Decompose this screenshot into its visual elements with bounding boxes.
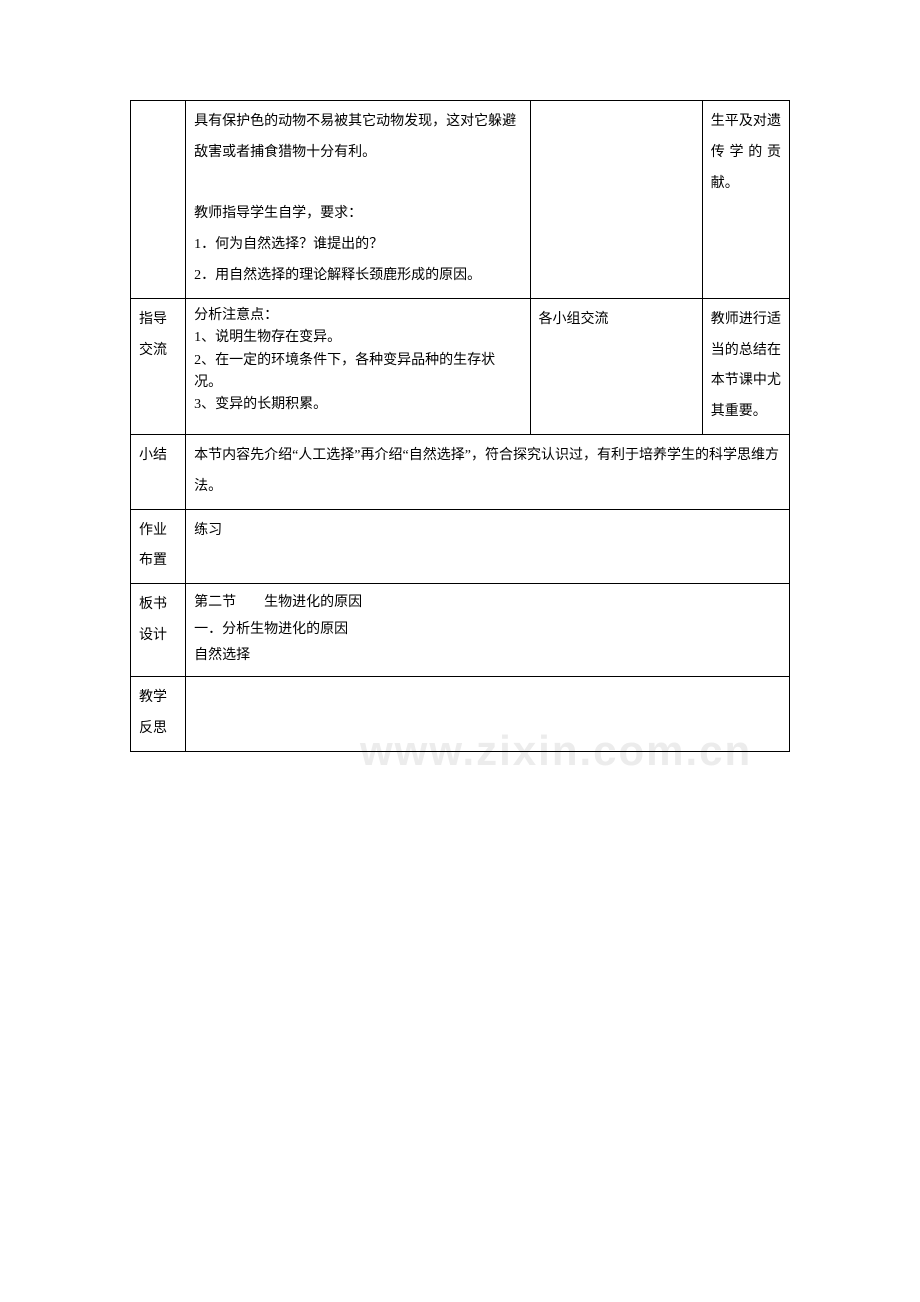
row6-label-cell: 教学反思 bbox=[131, 676, 186, 751]
row5-line: 自然选择 bbox=[194, 643, 781, 670]
row1-main-cell: 具有保护色的动物不易被其它动物发现，这对它躲避敌害或者捕食猎物十分有利。 教师指… bbox=[186, 101, 530, 299]
row5-content-cell: 第二节 生物进化的原因 一．分析生物进化的原因 自然选择 bbox=[186, 584, 790, 677]
row1-label-cell bbox=[131, 101, 186, 299]
row1-paragraph bbox=[194, 169, 521, 200]
row2-line: 1、说明生物存在变异。 bbox=[194, 327, 521, 349]
row1-paragraph: 2．用自然选择的理论解释长颈鹿形成的原因。 bbox=[194, 261, 521, 292]
table-row: 指导交流 分析注意点： 1、说明生物存在变异。 2、在一定的环境条件下，各种变异… bbox=[131, 298, 790, 434]
row2-main-cell: 分析注意点： 1、说明生物存在变异。 2、在一定的环境条件下，各种变异品种的生存… bbox=[186, 298, 530, 434]
table-row: 板书设计 第二节 生物进化的原因 一．分析生物进化的原因 自然选择 bbox=[131, 584, 790, 677]
row5-label-cell: 板书设计 bbox=[131, 584, 186, 677]
row1-paragraph: 1．何为自然选择？谁提出的？ bbox=[194, 230, 521, 261]
table-row: 作业布置 练习 bbox=[131, 509, 790, 584]
table-row: 教学反思 bbox=[131, 676, 790, 751]
row5-line: 一．分析生物进化的原因 bbox=[194, 617, 781, 644]
row2-line: 分析注意点： bbox=[194, 305, 521, 327]
row3-content-cell: 本节内容先介绍“人工选择”再介绍“自然选择”，符合探究认识过，有利于培养学生的科… bbox=[186, 434, 790, 509]
row4-label-cell: 作业布置 bbox=[131, 509, 186, 584]
row1-paragraph: 具有保护色的动物不易被其它动物发现，这对它躲避敌害或者捕食猎物十分有利。 bbox=[194, 107, 521, 169]
row6-content-cell bbox=[186, 676, 790, 751]
row1-right-cell: 生平及对遗传学的贡献。 bbox=[702, 101, 789, 299]
row2-line: 2、在一定的环境条件下，各种变异品种的生存状况。 bbox=[194, 350, 521, 395]
row3-label-cell: 小结 bbox=[131, 434, 186, 509]
row2-mid-cell: 各小组交流 bbox=[530, 298, 702, 434]
row2-right-cell: 教师进行适当的总结在本节课中尤其重要。 bbox=[702, 298, 789, 434]
row5-line: 第二节 生物进化的原因 bbox=[194, 590, 781, 617]
row1-mid-cell bbox=[530, 101, 702, 299]
row4-content-cell: 练习 bbox=[186, 509, 790, 584]
table-row: 具有保护色的动物不易被其它动物发现，这对它躲避敌害或者捕食猎物十分有利。 教师指… bbox=[131, 101, 790, 299]
table-row: 小结 本节内容先介绍“人工选择”再介绍“自然选择”，符合探究认识过，有利于培养学… bbox=[131, 434, 790, 509]
row1-paragraph: 教师指导学生自学，要求： bbox=[194, 199, 521, 230]
row2-line: 3、变异的长期积累。 bbox=[194, 394, 521, 416]
lesson-plan-table: 具有保护色的动物不易被其它动物发现，这对它躲避敌害或者捕食猎物十分有利。 教师指… bbox=[130, 100, 790, 752]
row2-label-cell: 指导交流 bbox=[131, 298, 186, 434]
